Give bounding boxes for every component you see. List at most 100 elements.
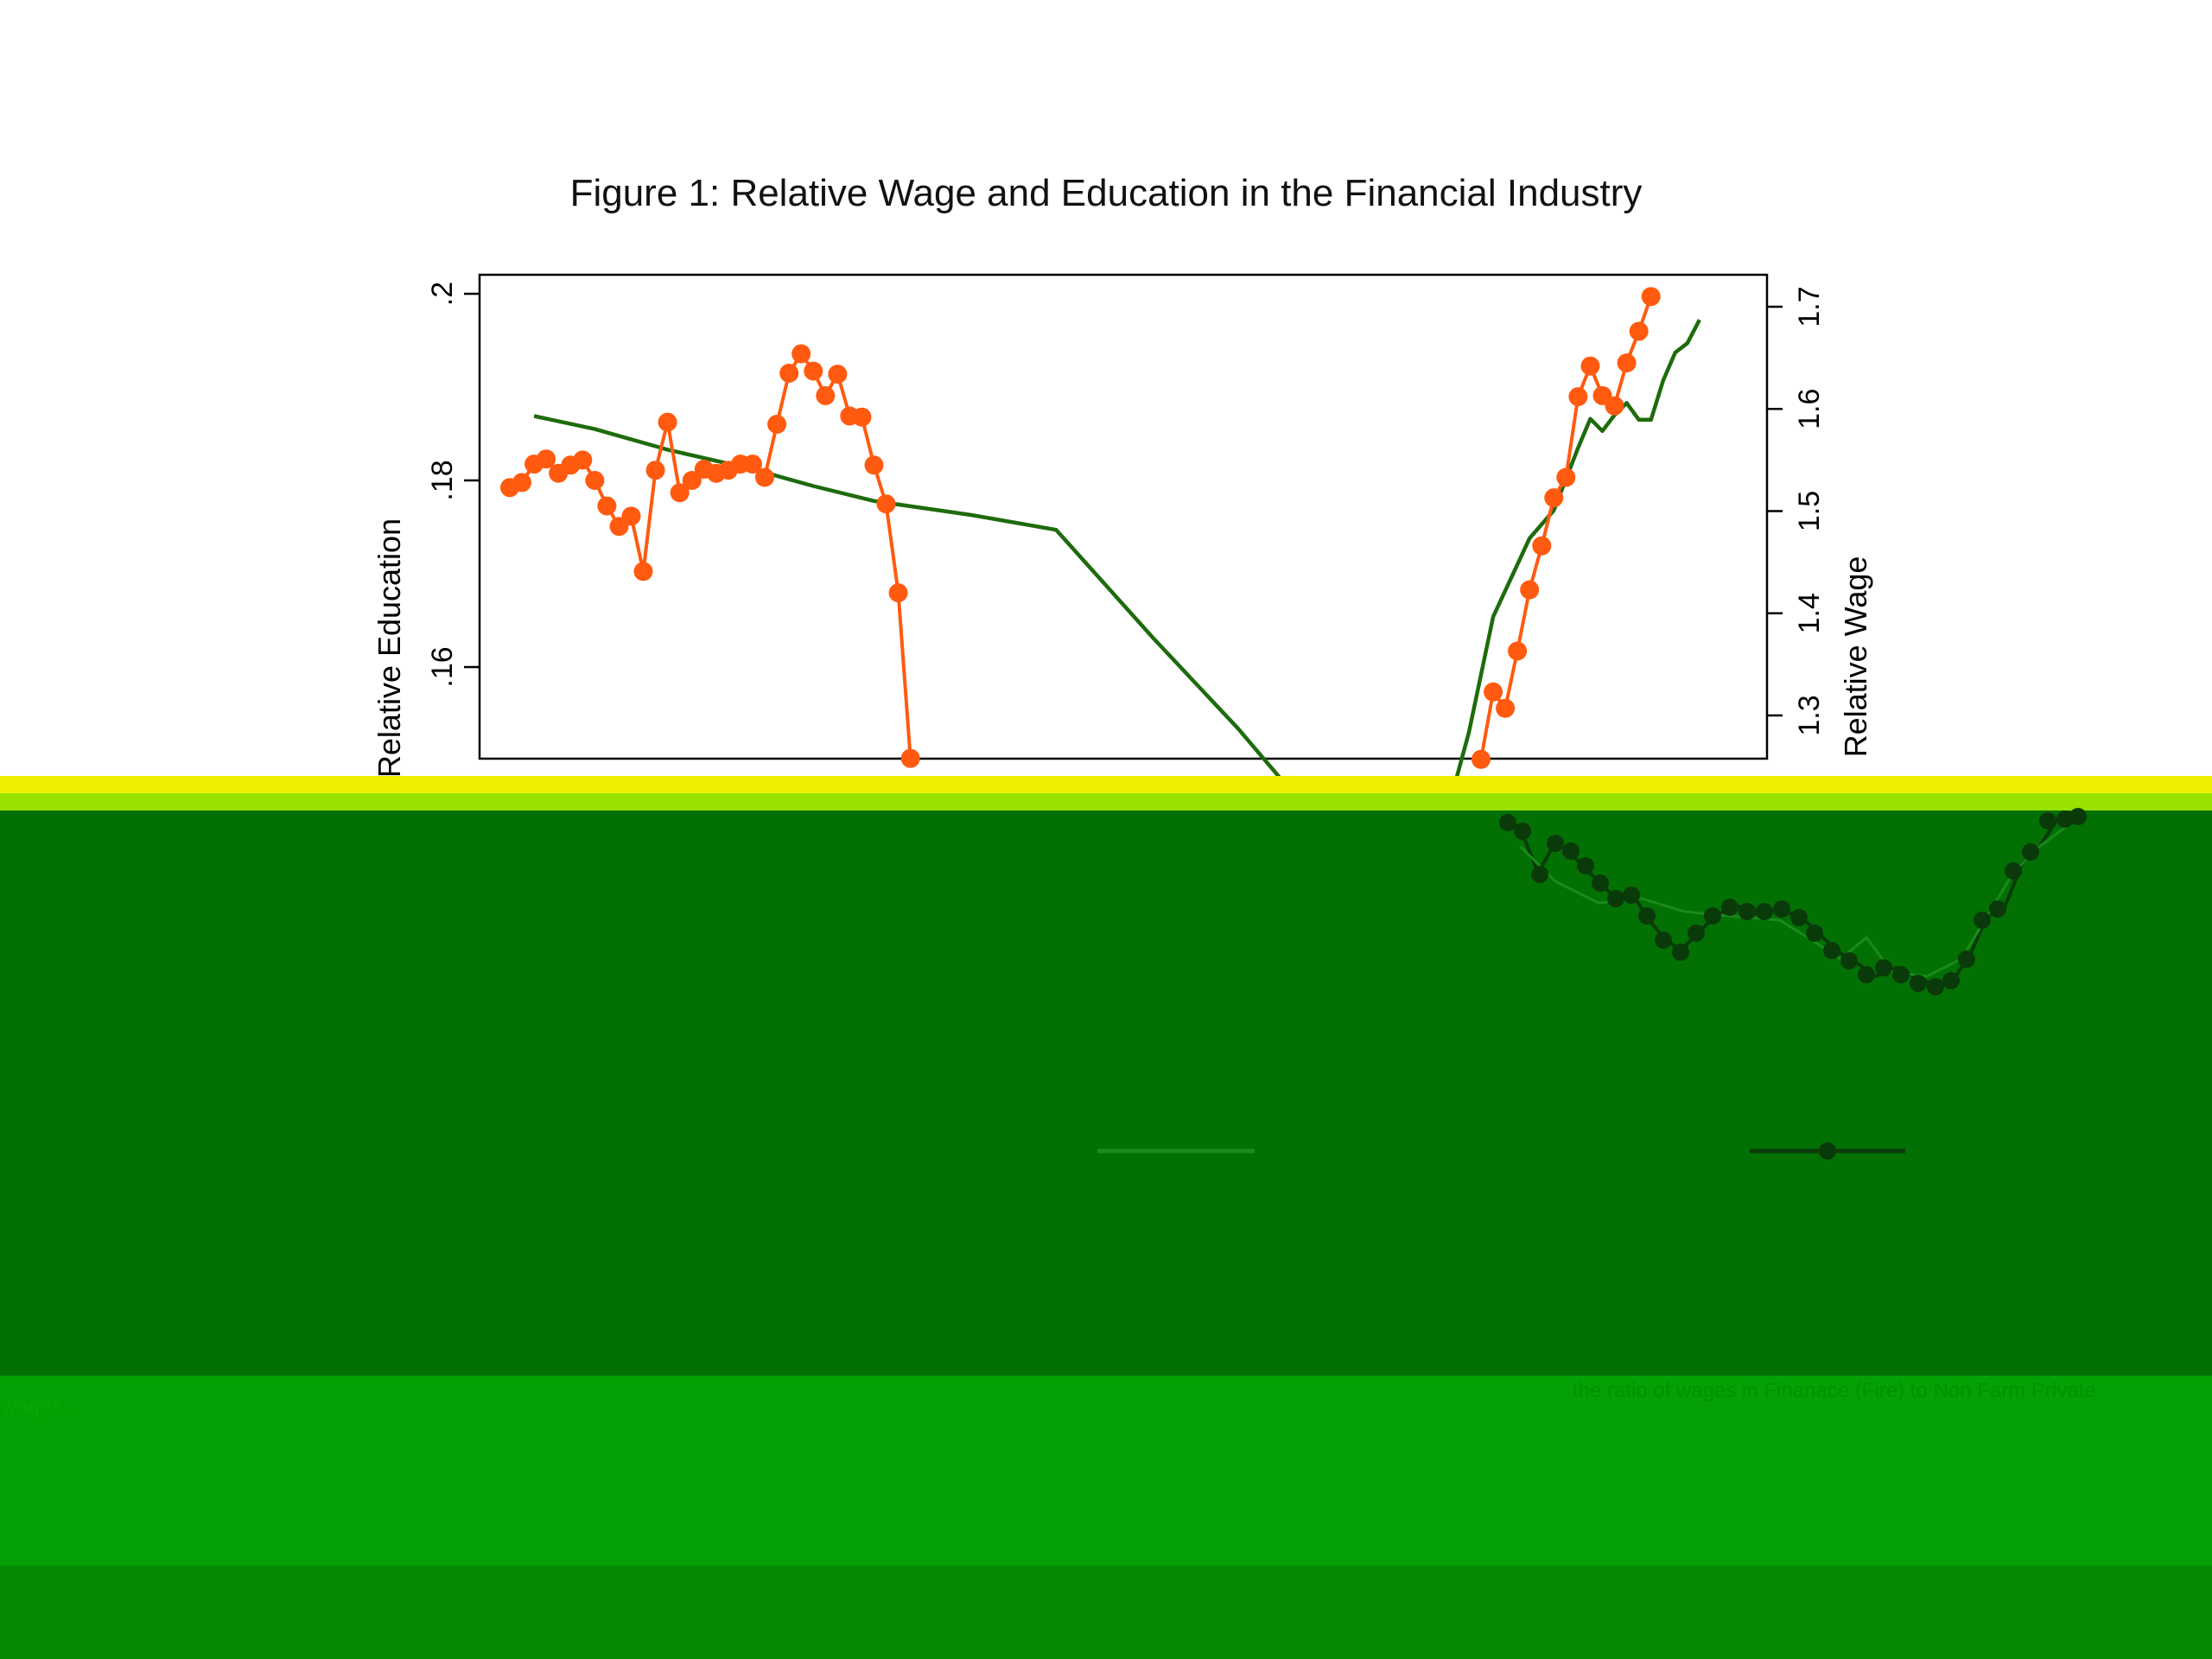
wage-point xyxy=(1484,682,1503,702)
wage-point xyxy=(512,473,531,493)
residue-wage-point xyxy=(1773,900,1790,918)
residue-wage-point xyxy=(1672,944,1689,961)
wage-point xyxy=(804,361,823,381)
wage-point xyxy=(537,449,556,469)
wage-point xyxy=(876,494,896,514)
wage-point xyxy=(888,583,908,603)
wage-point xyxy=(791,344,811,364)
wage-point xyxy=(597,496,617,516)
wage-point xyxy=(658,412,677,432)
residue-wage-point xyxy=(1875,959,1892,976)
residue-wage-point xyxy=(1958,950,1975,968)
wage-point xyxy=(1532,536,1552,556)
mid-green-overlay-band xyxy=(0,1376,2212,1566)
wage-point xyxy=(1556,467,1576,487)
wage-point xyxy=(1629,321,1649,341)
wage-point xyxy=(900,748,920,768)
residue-wage-point xyxy=(2069,808,2087,825)
left-tick-label: .18 xyxy=(426,460,459,500)
residue-wage-point xyxy=(1974,912,1991,929)
caption-line-1: the ratio of wages in Finanace (Fire) to… xyxy=(1573,1379,2096,1402)
residue-wage-point xyxy=(1499,814,1516,831)
residue-wage-point xyxy=(1531,866,1548,883)
residue-wage-point xyxy=(1592,874,1609,892)
residue-wage-point xyxy=(1927,978,1944,995)
series-layer xyxy=(500,287,1701,823)
wage-point xyxy=(585,471,605,490)
figure-title: Figure 1: Relative Wage and Education in… xyxy=(570,172,1643,214)
wage-point xyxy=(1641,287,1661,307)
wage-point xyxy=(682,471,702,490)
residue-wage-point xyxy=(1514,823,1531,840)
residue-wage-point xyxy=(1688,925,1705,942)
dark-green-overlay-band xyxy=(0,810,2212,1376)
wage-point xyxy=(743,454,762,474)
right-tick-label: 1.7 xyxy=(1793,286,1826,327)
left-axis-label: Relative Education xyxy=(372,518,407,778)
wage-point xyxy=(828,365,848,384)
wage-point xyxy=(1580,356,1600,376)
wage-point xyxy=(1496,698,1516,718)
residue-education-trace xyxy=(1519,819,2075,978)
wage-point xyxy=(573,450,593,470)
caption-line-2: wages. xyxy=(2,1395,68,1418)
residue-wage-point xyxy=(2039,812,2056,830)
wage-point xyxy=(1544,488,1564,508)
wage-point xyxy=(621,506,641,526)
residue-wage-point xyxy=(1623,887,1640,904)
wage-point xyxy=(1520,580,1540,600)
wage-point xyxy=(1508,641,1528,661)
right-axis-label: Relative Wage xyxy=(1838,556,1873,758)
left-tick-label: .16 xyxy=(426,646,459,687)
residue-wage-point xyxy=(1547,835,1564,852)
education-series-line xyxy=(1442,319,1701,823)
wage-point xyxy=(755,467,774,487)
wage-point xyxy=(1568,387,1588,407)
legend-wage-marker xyxy=(1819,1142,1836,1160)
wage-point xyxy=(670,483,690,503)
residue-wage-point xyxy=(1655,931,1672,949)
residue-wage-point xyxy=(1790,909,1808,926)
residue-wage-point xyxy=(2022,843,2039,861)
wage-point xyxy=(645,461,665,480)
residue-wage-point xyxy=(1721,899,1738,916)
lime-glitch-band xyxy=(0,793,2212,810)
residue-wage-point xyxy=(1704,907,1721,925)
residue-wage-point xyxy=(1989,900,2006,918)
residue-wage-point xyxy=(2005,862,2022,880)
residue-wage-point xyxy=(1577,857,1594,874)
residue-wage-point xyxy=(1607,890,1624,907)
residue-wage-point xyxy=(1892,966,1910,983)
left-tick-label: .2 xyxy=(426,282,459,306)
wage-point xyxy=(852,407,872,427)
residue-wage-point xyxy=(2056,810,2074,828)
residue-wage-point xyxy=(1840,952,1858,969)
plot-frame xyxy=(478,273,1769,760)
residue-wage-point xyxy=(1562,842,1580,860)
right-tick-label: 1.5 xyxy=(1793,491,1826,531)
wage-point xyxy=(767,415,787,434)
wage-point xyxy=(1617,353,1637,372)
residue-wage-trace xyxy=(1502,815,2075,988)
residue-wage-point xyxy=(1942,972,1960,989)
wage-point xyxy=(1605,396,1624,416)
right-tick-label: 1.3 xyxy=(1793,695,1826,735)
wage-point xyxy=(779,363,799,383)
residue-wage-point xyxy=(1738,903,1756,920)
education-series-line xyxy=(533,414,1313,817)
residue-wage-point xyxy=(1806,925,1823,942)
residue-wage-point xyxy=(1756,903,1773,920)
wage-point xyxy=(864,455,884,475)
residue-wage-point xyxy=(1823,942,1840,959)
residue-wage-point xyxy=(1910,975,1927,992)
wage-point xyxy=(816,385,836,405)
wage-point xyxy=(633,562,653,582)
wage-point xyxy=(1471,749,1491,769)
bottom-green-overlay-band xyxy=(0,1566,2212,1659)
right-tick-label: 1.6 xyxy=(1793,389,1826,429)
residue-wage-point xyxy=(1858,966,1875,983)
residue-wage-point xyxy=(1638,907,1656,925)
left-axis-ticks: .16 .18 .2 xyxy=(426,282,480,688)
right-tick-label: 1.4 xyxy=(1793,593,1826,633)
